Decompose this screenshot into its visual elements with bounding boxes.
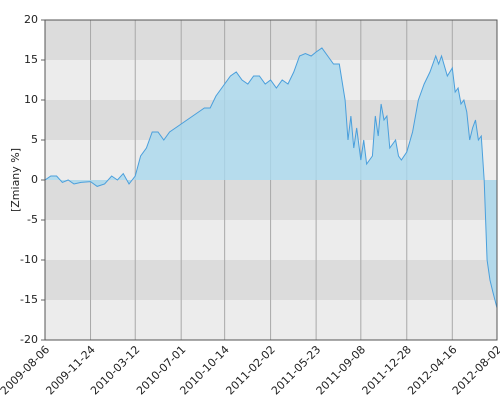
plot-frame (44, 19, 498, 341)
y-tick-label: 10 (24, 93, 38, 106)
y-tick-label: 15 (24, 53, 38, 66)
y-tick-label: 0 (31, 173, 38, 186)
y-tick-label: 5 (31, 133, 38, 146)
y-tick-label: -10 (20, 253, 38, 266)
y-tick-label: -20 (20, 333, 38, 346)
y-tick-label: -15 (20, 293, 38, 306)
line (44, 47, 498, 309)
area-fill (45, 48, 497, 308)
y-axis-label: [Zmiany %] (9, 148, 22, 212)
y-tick-label: -5 (27, 213, 38, 226)
y-tick-label: 20 (24, 13, 38, 26)
